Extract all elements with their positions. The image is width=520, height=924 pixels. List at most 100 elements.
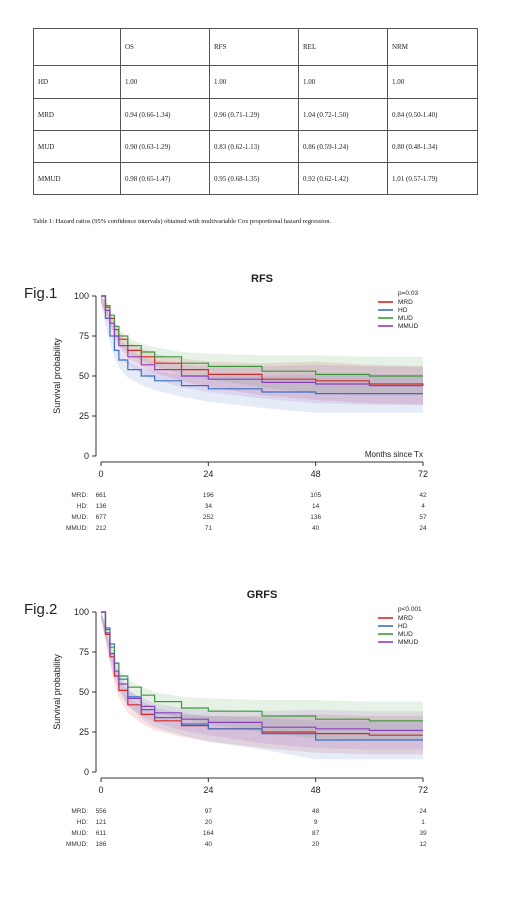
y-tick-label: 100: [74, 291, 89, 301]
y-tick-label: 100: [74, 607, 89, 617]
risk-count: 97: [205, 808, 213, 815]
y-tick-label: 0: [84, 451, 89, 461]
risk-row-label: MMUD:: [66, 841, 88, 848]
grfs-chart: Fig.2 GRFS 0 25 50 75 100 0 24 48 72 Survival proba…: [24, 589, 428, 848]
risk-count: 661: [96, 492, 107, 499]
table-cell: 1.04 (0.72-1.50): [298, 98, 388, 131]
risk-row-label: MUD:: [71, 830, 88, 837]
y-tick-label: 25: [79, 727, 89, 737]
table-cell: 0.94 (0.66-1.34): [120, 98, 210, 131]
legend-entry: HD: [398, 307, 408, 314]
table-cell: MRD: [33, 98, 121, 131]
table-cell: MUD: [33, 130, 121, 163]
p-value: p<0.001: [398, 606, 422, 613]
table-cell: [33, 28, 121, 66]
risk-count: 20: [312, 841, 320, 848]
x-tick-label: 72: [418, 785, 428, 795]
risk-count: 48: [312, 808, 320, 815]
confidence-band-mrd: [101, 296, 423, 405]
legend-entry: MUD: [398, 315, 413, 322]
risk-count: 24: [419, 808, 427, 815]
confidence-band-mmud: [101, 296, 423, 405]
table-cell: 0.92 (0.62-1.42): [298, 162, 388, 195]
table-cell: 0.84 (0.50-1.40): [387, 98, 478, 131]
table-cell: 1.00: [209, 65, 299, 99]
risk-count: 105: [310, 492, 321, 499]
y-tick-label: 50: [79, 687, 89, 697]
risk-count: 39: [419, 830, 427, 837]
survival-curve-mud: [101, 295, 423, 377]
table-cell: 1.00: [120, 65, 210, 99]
survival-curve-mrd: [101, 611, 423, 736]
y-tick-label: 0: [84, 767, 89, 777]
table-row: MRD 0.94 (0.66-1.34) 0.96 (0.71-1.29) 1.…: [33, 98, 478, 131]
risk-row-label: MRD:: [71, 808, 88, 815]
risk-count: 212: [96, 525, 107, 532]
x-axis-label: Months since Tx: [365, 450, 423, 459]
survival-curve-mmud: [101, 295, 423, 387]
table-cell: NRM: [387, 28, 478, 66]
table-cell: 0.80 (0.48-1.34): [387, 130, 478, 163]
table-cell: 0.96 (0.71-1.29): [209, 98, 299, 131]
table-row: HD 1.00 1.00 1.00 1.00: [33, 65, 478, 99]
table-cell: 0.83 (0.62-1.13): [209, 130, 299, 163]
table-header-row: OS RFS REL NRM: [33, 28, 478, 66]
risk-count: 556: [96, 808, 107, 815]
risk-count: 42: [419, 492, 427, 499]
risk-count: 164: [203, 830, 214, 837]
y-axis-label: Survival probability: [52, 654, 62, 730]
risk-count: 40: [205, 841, 213, 848]
table-cell: 1.00: [387, 65, 478, 99]
risk-count: 87: [312, 830, 320, 837]
risk-count: 121: [96, 819, 107, 826]
legend-entry: MUD: [398, 631, 413, 638]
y-axis-label: Survival probability: [52, 338, 62, 414]
legend-entry: MRD: [398, 615, 413, 622]
figure-label: Fig.2: [24, 601, 57, 618]
figure-grfs: Fig.2 GRFS 0 25 50 75 100 0 24 48 72 Survival proba…: [0, 578, 520, 868]
risk-count: 677: [96, 514, 107, 521]
y-tick-label: 25: [79, 411, 89, 421]
chart-title: RFS: [251, 273, 273, 285]
table-row: MMUD 0.98 (0.65-1.47) 0.95 (0.68-1.35) 0…: [33, 162, 478, 195]
figure-rfs: Fig.1 RFS 0 25 50 75 100 0 24 48 72 Survival probab…: [0, 262, 520, 552]
y-tick-label: 75: [79, 331, 89, 341]
x-tick-label: 0: [98, 785, 103, 795]
risk-count: 136: [310, 514, 321, 521]
survival-curve-mud: [101, 611, 423, 722]
table-cell: HD: [33, 65, 121, 99]
x-tick-label: 72: [418, 469, 428, 479]
risk-row-label: MMUD:: [66, 525, 88, 532]
chart-title: GRFS: [247, 589, 278, 601]
risk-count: 24: [419, 525, 427, 532]
x-tick-label: 24: [203, 469, 213, 479]
risk-count: 186: [96, 841, 107, 848]
risk-row-label: MRD:: [71, 492, 88, 499]
table-row: MUD 0.90 (0.63-1.29) 0.83 (0.62-1.13) 0.…: [33, 130, 478, 163]
table-cell: 0.95 (0.68-1.35): [209, 162, 299, 195]
risk-count: 40: [312, 525, 320, 532]
table-cell: 0.90 (0.63-1.29): [120, 130, 210, 163]
risk-count: 14: [312, 503, 320, 510]
x-tick-label: 0: [98, 469, 103, 479]
table-cell: MMUD: [33, 162, 121, 195]
table-caption: Table 1: Hazard ratios (95% confidence i…: [33, 218, 332, 225]
legend-entry: HD: [398, 623, 408, 630]
y-tick-label: 75: [79, 647, 89, 657]
risk-count: 252: [203, 514, 214, 521]
x-tick-label: 48: [311, 785, 321, 795]
table-cell: OS: [120, 28, 210, 66]
risk-count: 34: [205, 503, 213, 510]
risk-count: 9: [314, 819, 318, 826]
table-cell: 1.00: [298, 65, 388, 99]
table-cell: REL: [298, 28, 388, 66]
risk-count: 71: [205, 525, 213, 532]
risk-count: 4: [421, 503, 425, 510]
table-cell: 0.98 (0.65-1.47): [120, 162, 210, 195]
risk-count: 196: [203, 492, 214, 499]
table-cell: 1.01 (0.57-1.79): [387, 162, 478, 195]
legend-entry: MRD: [398, 299, 413, 306]
legend-entry: MMUD: [398, 323, 419, 330]
survival-curve-mmud: [101, 611, 423, 731]
risk-row-label: MUD:: [71, 514, 88, 521]
